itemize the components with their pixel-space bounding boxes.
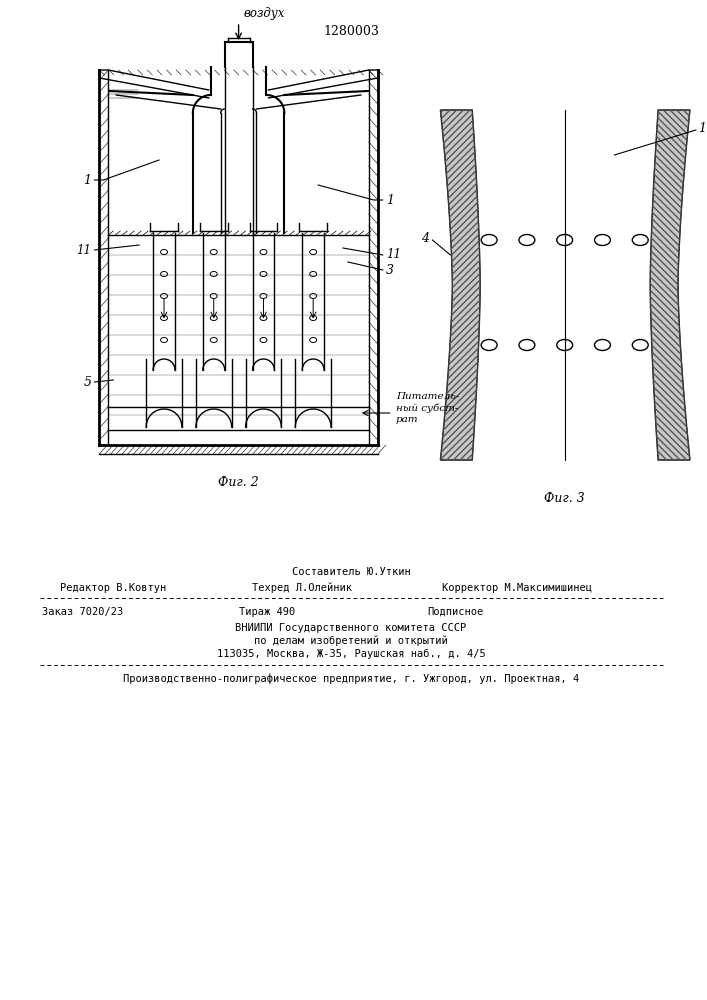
Ellipse shape: [310, 249, 317, 254]
Polygon shape: [440, 110, 480, 460]
Ellipse shape: [260, 249, 267, 254]
Ellipse shape: [160, 294, 168, 298]
Ellipse shape: [160, 338, 168, 342]
Ellipse shape: [210, 271, 217, 276]
Text: 11: 11: [76, 243, 91, 256]
Ellipse shape: [260, 271, 267, 276]
Ellipse shape: [595, 234, 610, 245]
Ellipse shape: [210, 294, 217, 298]
Ellipse shape: [260, 316, 267, 320]
Ellipse shape: [310, 338, 317, 342]
Ellipse shape: [556, 234, 573, 245]
Text: Производственно-полиграфическое предприятие, г. Ужгород, ул. Проектная, 4: Производственно-полиграфическое предприя…: [123, 674, 579, 684]
Text: Питатель-
ный субст-
рат: Питатель- ный субст- рат: [396, 392, 459, 424]
Text: по делам изобретений и открытий: по делам изобретений и открытий: [254, 636, 448, 646]
Ellipse shape: [632, 340, 648, 351]
Ellipse shape: [519, 234, 535, 245]
Ellipse shape: [160, 271, 168, 276]
Text: 113035, Москва, Ж-35, Раушская наб., д. 4/5: 113035, Москва, Ж-35, Раушская наб., д. …: [216, 649, 485, 659]
Text: 1280003: 1280003: [323, 25, 379, 38]
Ellipse shape: [210, 249, 217, 254]
Ellipse shape: [160, 249, 168, 254]
Text: 1: 1: [83, 174, 91, 186]
Ellipse shape: [210, 338, 217, 342]
Text: ВНИИПИ Государственного комитета СССР: ВНИИПИ Государственного комитета СССР: [235, 623, 467, 633]
Text: Фиг. 3: Фиг. 3: [544, 491, 585, 504]
Text: 5: 5: [83, 375, 91, 388]
Ellipse shape: [632, 234, 648, 245]
Text: воздух: воздух: [244, 7, 285, 20]
Ellipse shape: [160, 316, 168, 320]
Text: 3: 3: [386, 263, 394, 276]
Ellipse shape: [310, 271, 317, 276]
Ellipse shape: [481, 340, 497, 351]
Text: Редактор В.Ковтун: Редактор В.Ковтун: [59, 583, 166, 593]
Ellipse shape: [260, 338, 267, 342]
Ellipse shape: [519, 340, 535, 351]
Ellipse shape: [481, 234, 497, 245]
Text: Техред Л.Олейник: Техред Л.Олейник: [252, 583, 351, 593]
Text: Фиг. 2: Фиг. 2: [218, 477, 259, 489]
Ellipse shape: [260, 294, 267, 298]
Text: 4: 4: [421, 232, 429, 244]
Text: Заказ 7020/23: Заказ 7020/23: [42, 607, 123, 617]
Text: Тираж 490: Тираж 490: [238, 607, 295, 617]
Text: 1: 1: [386, 194, 394, 207]
Text: Корректор М.Максимишинец: Корректор М.Максимишинец: [443, 583, 592, 593]
Ellipse shape: [556, 340, 573, 351]
Text: Составитель Ю.Уткин: Составитель Ю.Уткин: [291, 567, 410, 577]
Ellipse shape: [210, 316, 217, 320]
Text: 1: 1: [698, 121, 706, 134]
Ellipse shape: [310, 294, 317, 298]
Text: 11: 11: [386, 248, 401, 261]
Ellipse shape: [595, 340, 610, 351]
Polygon shape: [650, 110, 690, 460]
Text: Подписное: Подписное: [428, 607, 484, 617]
Ellipse shape: [310, 316, 317, 320]
